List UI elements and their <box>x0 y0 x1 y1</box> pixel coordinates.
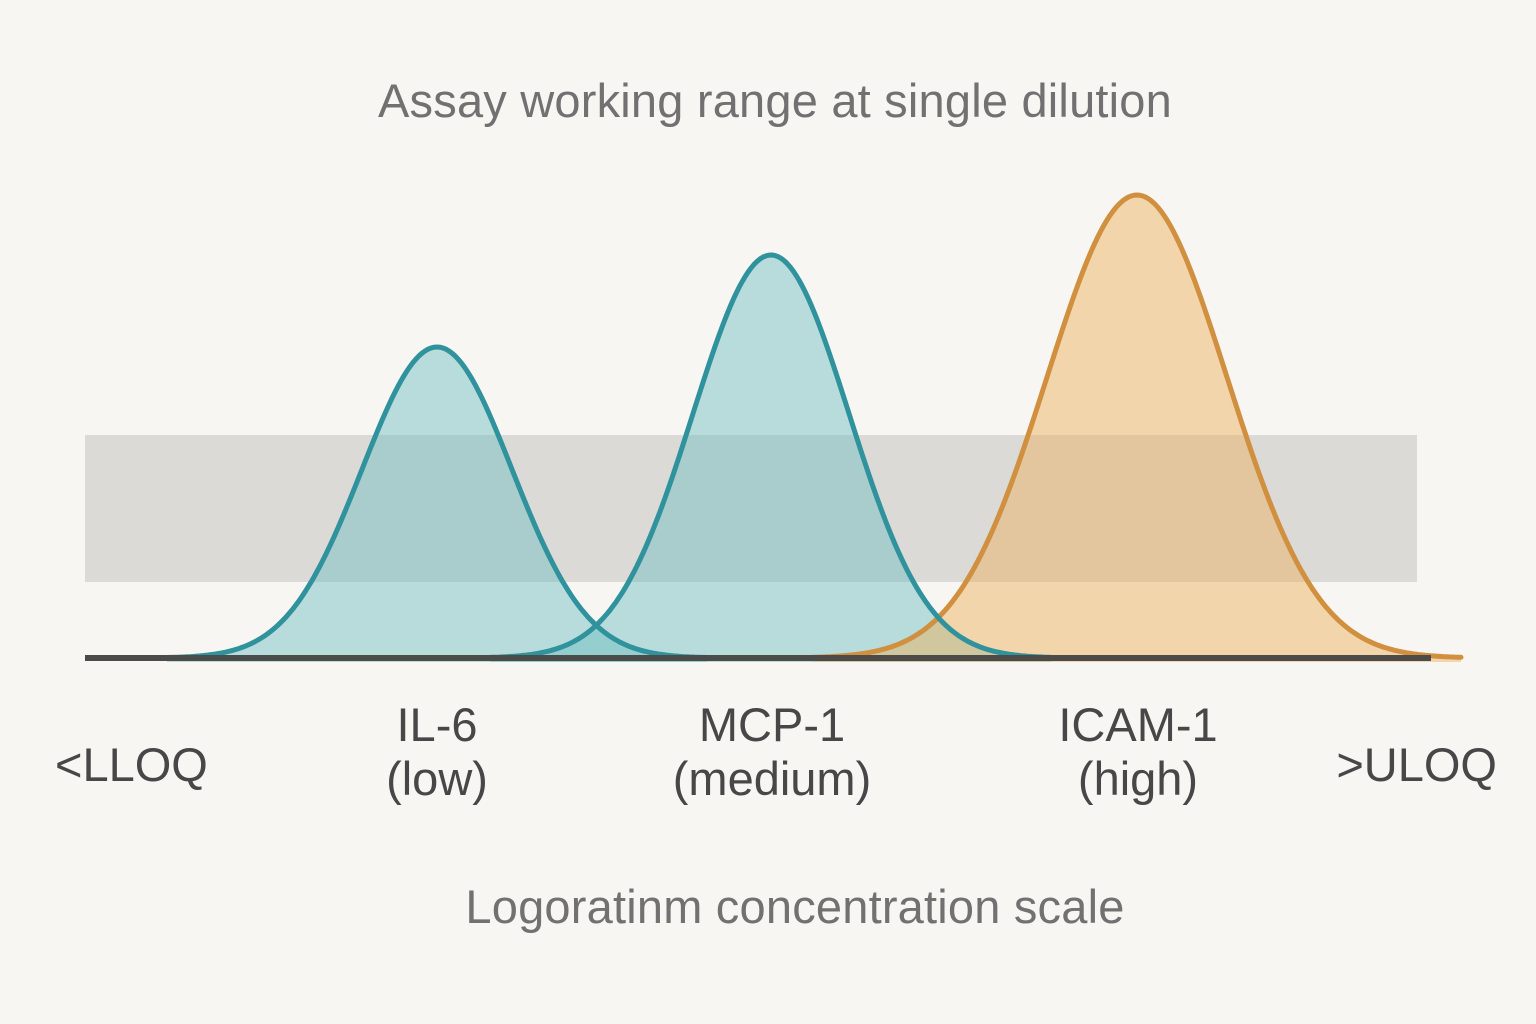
curve-fill-il-6 <box>167 347 707 662</box>
lloq-axis-label: <LLOQ <box>55 738 208 791</box>
curve-fill-mcp-1 <box>490 255 1052 662</box>
chart-title: Assay working range at single dilution <box>378 74 1172 127</box>
icam1-analyte-name: ICAM-1 <box>1058 698 1218 751</box>
curve-stroke-il-6 <box>164 344 710 660</box>
curve-stroke-icam-1 <box>810 192 1464 660</box>
curve-stroke-mcp-1 <box>487 252 1054 660</box>
x-axis-caption: Logoratinm concentration scale <box>465 880 1125 933</box>
icam1-peak-label: ICAM-1 (high) <box>1058 698 1217 806</box>
working-range-band <box>85 435 1417 582</box>
icam1-level-label: (high) <box>1077 752 1199 805</box>
mcp1-peak-label: MCP-1 (medium) <box>673 698 871 806</box>
mcp1-analyte-name: MCP-1 <box>698 698 846 751</box>
uloq-axis-label: >ULOQ <box>1336 738 1497 791</box>
il6-peak-label: IL-6 (low) <box>386 698 488 806</box>
mcp1-level-label: (medium) <box>672 752 872 805</box>
il6-level-label: (low) <box>386 752 488 805</box>
curve-fill-icam-1 <box>813 195 1461 662</box>
il6-analyte-name: IL-6 <box>396 698 478 751</box>
